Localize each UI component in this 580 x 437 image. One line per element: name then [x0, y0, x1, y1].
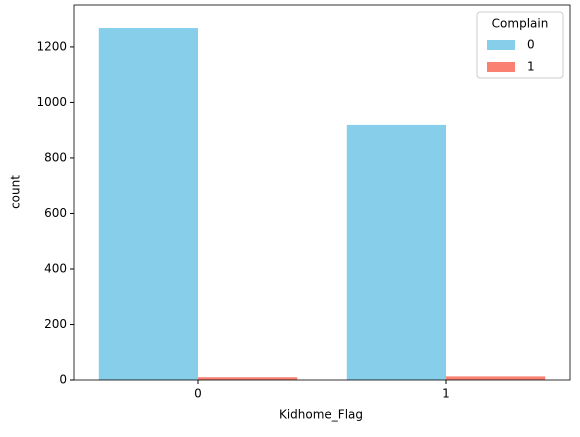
y-tick-label: 1200	[36, 39, 67, 53]
bar	[346, 124, 446, 380]
legend-swatch	[487, 40, 515, 50]
plot-frame	[73, 4, 571, 381]
x-tick-label: 0	[194, 387, 202, 401]
y-axis-label: count	[9, 175, 23, 209]
bar	[446, 376, 546, 380]
bar	[98, 28, 198, 381]
x-tick-label: 1	[442, 387, 450, 401]
legend-label: 0	[527, 38, 535, 52]
bar	[198, 377, 298, 380]
legend-box	[476, 11, 564, 79]
y-tick-label: 800	[44, 150, 67, 164]
legend-swatch	[487, 62, 515, 72]
y-tick-label: 0	[59, 373, 67, 387]
x-axis-label: Kidhome_Flag	[279, 408, 363, 422]
y-tick-label: 200	[44, 317, 67, 331]
y-tick-label: 400	[44, 261, 67, 275]
legend-label: 1	[527, 60, 535, 74]
legend-title: Complain	[492, 17, 549, 31]
y-tick-label: 600	[44, 206, 67, 220]
y-tick-label: 1000	[36, 95, 67, 109]
